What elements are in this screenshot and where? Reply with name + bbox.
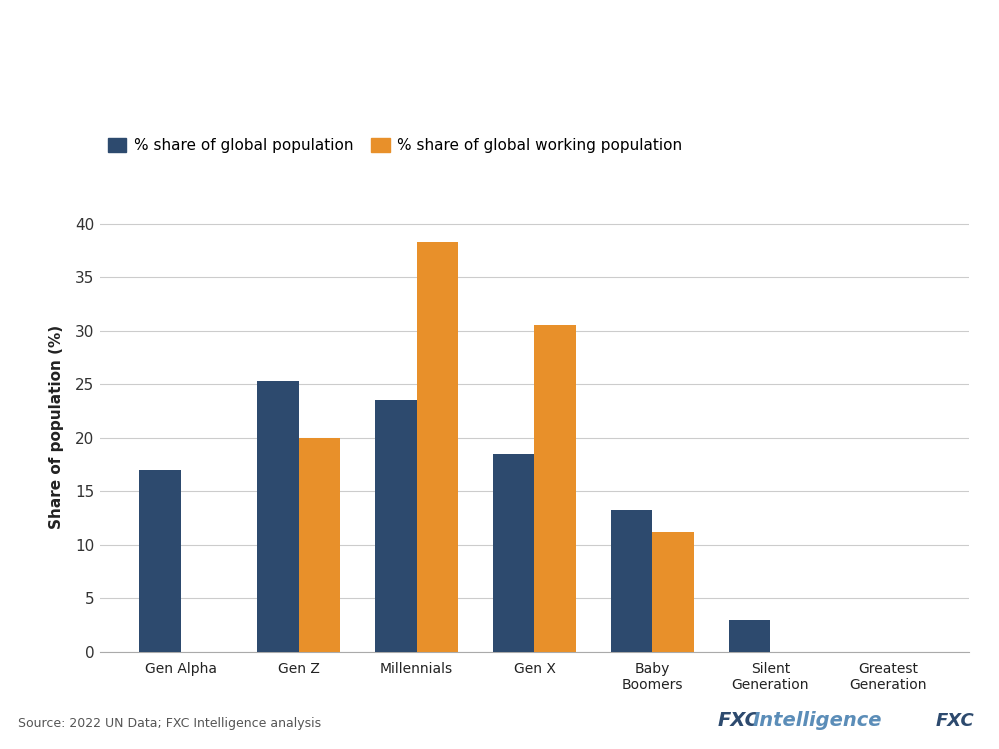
Bar [534,325,575,652]
Bar [376,400,417,652]
Y-axis label: Share of population (%): Share of population (%) [49,325,64,529]
Text: Intelligence: Intelligence [752,712,882,730]
Text: Source: 2022 UN Data; FXC Intelligence analysis: Source: 2022 UN Data; FXC Intelligence a… [18,718,321,730]
Bar [494,454,534,652]
Text: FXC: FXC [935,712,974,730]
Bar [258,381,299,652]
Legend: % share of global population, % share of global working population: % share of global population, % share of… [108,138,682,153]
Bar [611,510,652,652]
Bar [729,619,770,652]
Text: 2022 shares of the global and global working population by generation: 2022 shares of the global and global wor… [18,105,659,123]
Bar [299,437,340,652]
Bar [140,470,181,652]
Bar [652,532,693,652]
Bar [417,242,458,652]
Text: FXC: FXC [717,712,759,730]
Text: Population percentage shares by generation: Population percentage shares by generati… [18,37,784,67]
